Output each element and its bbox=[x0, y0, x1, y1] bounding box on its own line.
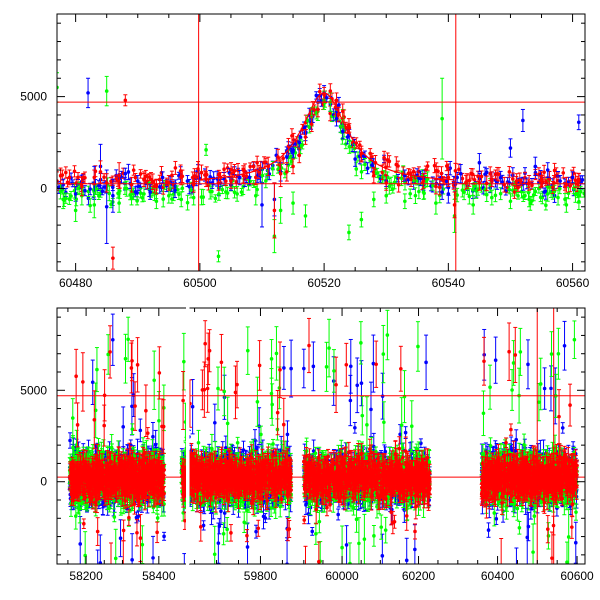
x-tick-label: 60520 bbox=[307, 276, 341, 290]
x-tick-label: 60500 bbox=[183, 276, 217, 290]
y-tick-label: 5000 bbox=[20, 90, 47, 104]
x-tick-label: 60540 bbox=[432, 276, 466, 290]
x-tick-label: 60560 bbox=[556, 276, 590, 290]
y-tick-label: 0 bbox=[40, 181, 47, 195]
x-tick-label: 60480 bbox=[59, 276, 93, 290]
